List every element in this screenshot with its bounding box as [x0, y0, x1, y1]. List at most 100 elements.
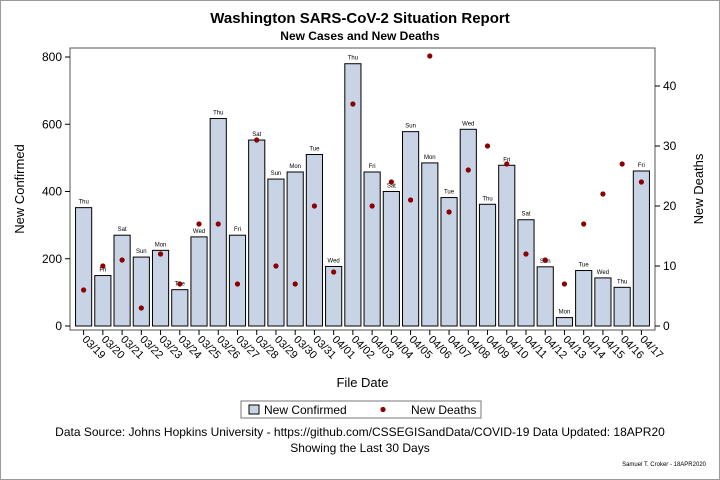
- plot-area: [69, 47, 656, 331]
- y2-tick-label: 40: [663, 79, 677, 93]
- death-point: [311, 203, 318, 209]
- bar: [517, 219, 535, 327]
- bar-day-label: Sun: [136, 249, 147, 255]
- legend-label-confirmed: New Confirmed: [264, 403, 347, 417]
- death-point: [350, 101, 356, 107]
- death-point: [100, 263, 106, 269]
- footnote-source: Data Source: Johns Hopkins University - …: [55, 425, 665, 439]
- death-point: [581, 221, 587, 227]
- y2-tick-label: 0: [663, 319, 670, 333]
- death-point: [119, 257, 125, 263]
- bar: [228, 234, 247, 327]
- death-point: [504, 161, 510, 167]
- legend-swatch-marker: [380, 406, 386, 413]
- bar-day-label: Sat: [118, 227, 127, 233]
- legend-box: [240, 400, 482, 419]
- bar: [382, 191, 400, 327]
- death-point: [638, 179, 644, 185]
- bar-day-label: Fri: [503, 157, 510, 163]
- death-point: [600, 191, 606, 197]
- bar: [75, 207, 93, 327]
- bar-day-label: Sat: [521, 212, 530, 218]
- chart-subtitle: New Cases and New Deaths: [280, 29, 440, 43]
- bar: [94, 275, 112, 327]
- y-tick-label: 800: [42, 50, 62, 64]
- bar-day-label: Wed: [193, 229, 205, 235]
- bar-day-label: Tue: [579, 263, 590, 269]
- bar: [594, 277, 612, 327]
- bar-day-label: Thu: [78, 200, 88, 206]
- bar-day-label: Sat: [252, 132, 261, 138]
- bar: [190, 236, 208, 327]
- death-point: [465, 167, 471, 173]
- bar-day-label: Mon: [424, 155, 436, 161]
- bar: [132, 256, 150, 327]
- bar: [305, 154, 323, 327]
- legend-swatch-bar: [248, 404, 260, 415]
- bar: [344, 63, 362, 327]
- bar-day-label: Thu: [617, 279, 627, 285]
- bar-day-label: Sat: [387, 184, 396, 190]
- credit-text: Samuel T. Croker - 18APR2020: [622, 462, 706, 468]
- bar: [286, 171, 304, 327]
- bar-day-label: Tue: [444, 190, 455, 196]
- bar: [440, 197, 458, 327]
- death-point: [369, 203, 375, 209]
- bar-day-label: Fri: [234, 227, 241, 233]
- bar: [363, 171, 381, 327]
- bar-day-label: Thu: [213, 111, 223, 117]
- y2-tick-label: 30: [663, 139, 677, 153]
- death-point: [81, 287, 87, 293]
- bar: [575, 270, 593, 327]
- x-axis-label: File Date: [336, 375, 388, 390]
- bar: [555, 317, 574, 327]
- y-tick-label: 200: [42, 252, 62, 266]
- bar: [171, 289, 189, 327]
- bar: [248, 139, 266, 327]
- y2-axis-label: New Deaths: [691, 153, 706, 224]
- bar-day-label: Sun: [405, 124, 416, 130]
- death-point: [388, 179, 394, 185]
- bar: [151, 249, 170, 327]
- death-point: [427, 53, 433, 59]
- death-point: [542, 257, 548, 263]
- bar: [536, 266, 554, 327]
- death-point: [446, 209, 452, 215]
- bar-day-label: Wed: [328, 258, 340, 264]
- legend-label-deaths: New Deaths: [411, 403, 476, 417]
- bar-day-label: Wed: [597, 270, 609, 276]
- bar-day-label: Tue: [309, 147, 320, 153]
- footnote-range: Showing the Last 30 Days: [290, 441, 430, 455]
- bar: [113, 234, 131, 327]
- bar: [613, 286, 631, 327]
- death-point: [157, 251, 164, 257]
- y-axis-label: New Confirmed: [12, 144, 27, 234]
- bar: [459, 128, 477, 327]
- bar: [632, 170, 650, 327]
- death-point: [215, 221, 221, 227]
- death-point: [407, 197, 414, 203]
- bar-day-label: Fri: [638, 163, 645, 169]
- death-point: [619, 161, 625, 167]
- death-point: [484, 143, 491, 149]
- bar-day-label: Fri: [369, 164, 376, 170]
- bar-day-label: Wed: [462, 121, 474, 127]
- death-point: [254, 137, 260, 143]
- bar: [478, 203, 497, 327]
- y-tick-label: 400: [42, 185, 62, 199]
- y2-tick-label: 10: [663, 259, 677, 273]
- bar-day-label: Mon: [289, 164, 301, 170]
- bar-day-label: Sun: [271, 171, 282, 177]
- y2-tick-label: 20: [663, 199, 677, 213]
- death-point: [138, 305, 144, 311]
- bar-day-label: Mon: [559, 310, 571, 316]
- bar-day-label: Thu: [348, 56, 358, 62]
- chart-title: Washington SARS-CoV-2 Situation Report: [210, 10, 510, 27]
- bar: [267, 178, 285, 327]
- bar: [421, 162, 439, 327]
- death-point: [177, 281, 183, 287]
- death-point: [292, 281, 298, 287]
- bar: [402, 131, 420, 327]
- death-point: [523, 251, 529, 257]
